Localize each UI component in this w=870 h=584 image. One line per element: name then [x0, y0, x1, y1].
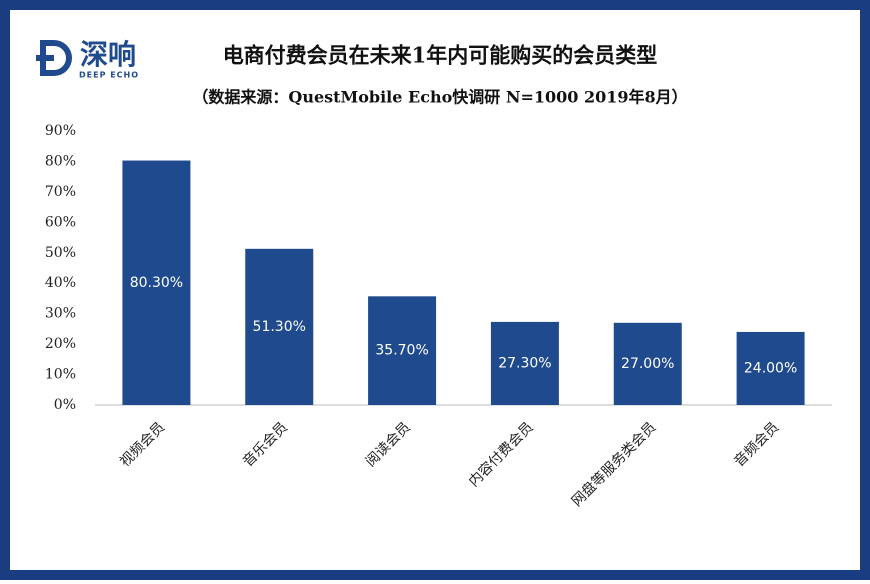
value-label: 51.30% — [253, 319, 306, 335]
chart-subtitle: （数据来源：QuestMobile Echo快调研 N=1000 2019年8月… — [192, 88, 687, 107]
y-tick-label: 20% — [45, 336, 76, 352]
bar — [490, 321, 559, 405]
logo-icon — [40, 40, 72, 76]
y-tick-label: 60% — [45, 214, 76, 230]
y-tick-label: 50% — [45, 245, 76, 261]
y-tick-label: 80% — [45, 153, 76, 169]
x-tick-label: 阅读会员 — [362, 419, 414, 471]
value-label: 27.30% — [498, 355, 551, 371]
chart-title: 电商付费会员在未来1年内可能购买的会员类型 — [223, 43, 658, 68]
y-tick-label: 70% — [45, 184, 76, 200]
x-tick-label: 网盘等服务类会员 — [568, 419, 659, 510]
x-tick-label: 音乐会员 — [239, 419, 291, 471]
bar — [368, 296, 437, 405]
value-label: 80.30% — [130, 275, 183, 291]
logo-name: 深响 — [80, 38, 136, 71]
logo: 深响 DEEP ECHO — [36, 38, 139, 80]
value-label: 27.00% — [621, 356, 674, 372]
y-tick-label: 40% — [45, 275, 76, 291]
x-tick-label: 音频会员 — [731, 419, 783, 471]
logo-subtitle: DEEP ECHO — [79, 71, 139, 80]
bar — [736, 331, 805, 405]
y-tick-label: 30% — [45, 306, 76, 322]
bar — [122, 160, 191, 405]
y-tick-label: 10% — [45, 367, 76, 383]
x-tick-label: 内容付费会员 — [465, 419, 536, 490]
logo-icon-bar — [36, 55, 54, 61]
bar — [613, 322, 682, 405]
y-tick-label: 0% — [54, 397, 76, 413]
value-label: 24.00% — [744, 360, 797, 376]
value-label: 35.70% — [375, 343, 428, 359]
bar — [245, 248, 314, 405]
x-tick-label: 视频会员 — [117, 419, 168, 470]
y-tick-label: 90% — [45, 123, 76, 139]
